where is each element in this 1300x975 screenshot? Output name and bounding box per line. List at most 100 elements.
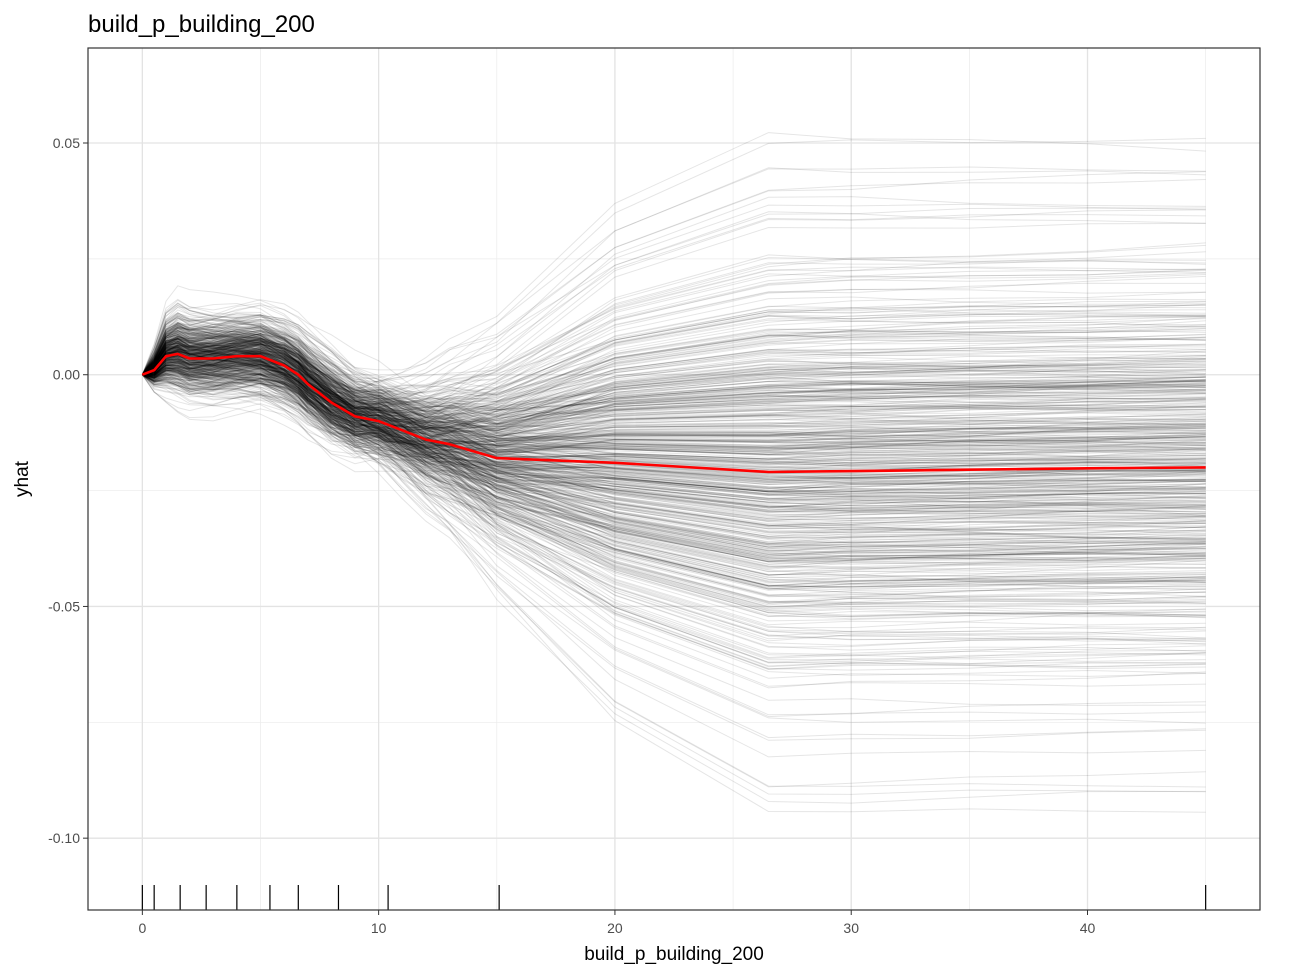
- ice-curve: [141, 321, 1206, 418]
- ice-curve: [141, 329, 1206, 550]
- ice-curve: [142, 354, 1206, 423]
- ice-curve: [142, 257, 1206, 420]
- ice-curve: [142, 364, 1206, 527]
- ice-curve: [142, 374, 1206, 457]
- ice-curve: [141, 171, 1206, 380]
- ice-curve: [142, 350, 1206, 585]
- ice-curve: [142, 359, 1206, 569]
- ice-curve: [142, 359, 1206, 432]
- ice-curve: [141, 339, 1206, 569]
- ice-curve: [142, 357, 1206, 433]
- ice-curve: [141, 333, 1206, 462]
- ice-curve: [141, 335, 1206, 518]
- ice-curve: [142, 355, 1206, 530]
- ice-curve: [141, 330, 1206, 409]
- ice-curve: [142, 335, 1206, 447]
- ice-curve: [141, 315, 1206, 405]
- ice-curve: [142, 337, 1206, 509]
- plot-border: [87, 47, 1261, 911]
- ice-curve: [142, 356, 1206, 496]
- ice-curve: [141, 315, 1206, 648]
- ice-curve: [141, 374, 1206, 466]
- ice-curve: [142, 374, 1206, 452]
- ice-curve: [142, 362, 1206, 758]
- ice-curve: [141, 313, 1206, 571]
- ice-curve: [141, 268, 1206, 395]
- ice-curve: [141, 330, 1206, 584]
- ice-curve: [141, 326, 1206, 470]
- ice-curve: [142, 368, 1206, 664]
- ice-curve: [142, 342, 1206, 490]
- ice-curve: [141, 330, 1206, 430]
- ice-curve: [142, 362, 1206, 428]
- ice-curve: [142, 364, 1206, 433]
- ice-curve: [142, 347, 1206, 466]
- ice-curve: [142, 360, 1206, 457]
- ice-curve: [141, 374, 1206, 513]
- ice-curve: [142, 367, 1206, 668]
- ice-curve: [142, 358, 1206, 559]
- ice-curve: [142, 346, 1206, 525]
- ice-curve: [142, 325, 1206, 425]
- ice-curve: [142, 345, 1206, 430]
- ice-curve: [141, 312, 1206, 517]
- ice-curve: [142, 367, 1206, 451]
- ice-curve: [142, 344, 1206, 425]
- ice-curve: [142, 356, 1206, 635]
- ice-curve: [142, 342, 1206, 425]
- ice-curve: [142, 338, 1206, 603]
- ice-curve: [141, 330, 1206, 509]
- ice-curve: [141, 330, 1206, 508]
- ice-curve: [141, 325, 1206, 493]
- ice-curve: [142, 353, 1206, 467]
- chart-title: build_p_building_200: [88, 11, 315, 38]
- ice-curve: [142, 338, 1206, 418]
- ice-curve: [141, 338, 1206, 416]
- ice-curve: [142, 344, 1206, 442]
- ice-curve: [142, 244, 1206, 397]
- ice-curve: [142, 361, 1206, 479]
- ice-curve: [141, 338, 1206, 481]
- ice-curve: [142, 344, 1206, 676]
- ice-curve: [141, 333, 1206, 422]
- ice-curve: [141, 309, 1206, 409]
- ice-curve: [142, 346, 1206, 456]
- ice-curve: [142, 372, 1206, 479]
- ice-curve: [142, 359, 1206, 576]
- ice-curve: [142, 315, 1206, 414]
- ice-curve: [142, 374, 1206, 458]
- ice-curve: [141, 323, 1206, 490]
- ice-curve: [142, 365, 1206, 450]
- ice-curve: [141, 335, 1206, 556]
- ice-curve: [142, 346, 1206, 465]
- ice-curve: [142, 359, 1206, 583]
- ice-curve: [141, 325, 1206, 580]
- ice-curve: [141, 325, 1206, 610]
- ice-curve: [142, 366, 1206, 517]
- ice-curve: [142, 333, 1206, 486]
- y-tick-label: -0.10: [48, 830, 80, 846]
- ice-curve: [141, 339, 1206, 597]
- ice-curve: [141, 336, 1206, 546]
- ice-curve: [142, 342, 1206, 451]
- ice-curve: [142, 348, 1206, 446]
- ice-curve: [141, 326, 1206, 629]
- ice-curve: [142, 351, 1206, 724]
- ice-curve: [141, 344, 1206, 446]
- ice-curve: [141, 324, 1206, 545]
- ice-curve: [142, 367, 1206, 447]
- ice-curve: [142, 355, 1206, 590]
- ice-curve: [141, 309, 1206, 404]
- ice-curve: [142, 345, 1206, 425]
- ice-curve: [142, 345, 1206, 428]
- ice-curve: [142, 269, 1206, 417]
- ice-curve: [141, 324, 1206, 439]
- ice-curve: [142, 313, 1206, 434]
- ice-curve: [142, 329, 1206, 426]
- ice-curve: [142, 339, 1206, 438]
- ice-curve: [142, 374, 1206, 453]
- ice-curve: [142, 370, 1206, 496]
- ice-curve: [141, 322, 1206, 565]
- ice-curve: [141, 346, 1206, 539]
- ice-curve: [141, 322, 1206, 413]
